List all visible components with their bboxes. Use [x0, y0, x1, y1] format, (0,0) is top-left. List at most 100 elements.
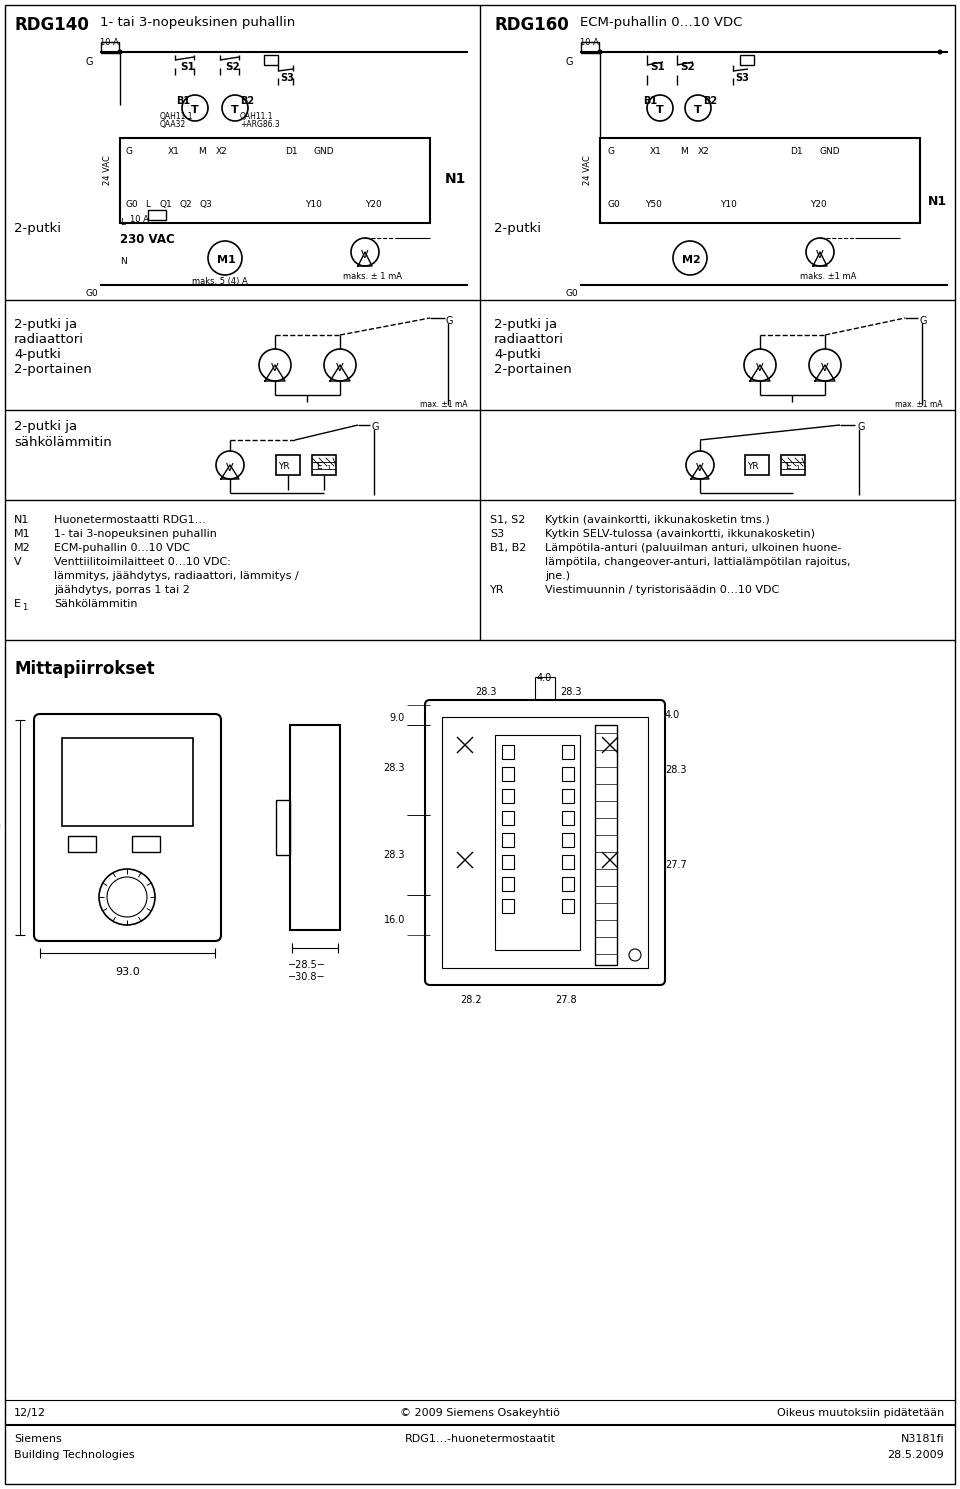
Text: 28.2: 28.2 [460, 995, 482, 1005]
Text: V: V [816, 250, 824, 261]
Text: 2-putki ja: 2-putki ja [14, 319, 77, 331]
Bar [562, 812, 574, 825]
Bar [442, 718, 648, 968]
Circle shape [673, 241, 707, 275]
Bar [562, 789, 574, 803]
Bar [276, 800, 290, 855]
Bar [562, 899, 574, 913]
Bar [290, 725, 340, 931]
Text: ECM-puhallin 0…10 VDC: ECM-puhallin 0…10 VDC [54, 543, 190, 552]
Text: Siemens: Siemens [14, 1434, 61, 1444]
Circle shape [647, 95, 673, 121]
Text: radiaattori: radiaattori [494, 334, 564, 345]
Text: T: T [694, 106, 702, 115]
Bar [502, 877, 514, 890]
Text: X2: X2 [698, 147, 709, 156]
Bar [562, 855, 574, 870]
Circle shape [597, 49, 603, 55]
Bar [132, 835, 160, 852]
Text: Q2: Q2 [180, 200, 193, 208]
Text: S3: S3 [490, 529, 504, 539]
Text: 4.0: 4.0 [537, 673, 552, 683]
Circle shape [744, 348, 776, 381]
Text: 16.0: 16.0 [384, 916, 405, 925]
Text: Lämpötila-anturi (paluuilman anturi, ulkoinen huone-: Lämpötila-anturi (paluuilman anturi, ulk… [545, 543, 841, 552]
Text: 28.3: 28.3 [383, 850, 405, 861]
Text: 28.5.2009: 28.5.2009 [887, 1450, 944, 1461]
Text: ECM-puhallin 0…10 VDC: ECM-puhallin 0…10 VDC [580, 16, 742, 28]
Text: L: L [120, 217, 125, 226]
Text: 24 VAC: 24 VAC [104, 155, 112, 185]
Text: 1: 1 [795, 465, 800, 471]
Text: V: V [696, 463, 704, 474]
Text: E: E [316, 462, 322, 471]
Text: V: V [226, 463, 233, 474]
Text: B2: B2 [703, 95, 717, 106]
Bar [600, 138, 920, 223]
FancyBboxPatch shape [34, 715, 221, 941]
Text: 10 A: 10 A [580, 39, 599, 48]
Text: 2-putki ja: 2-putki ja [494, 319, 557, 331]
Text: 4.0: 4.0 [665, 710, 681, 721]
Circle shape [809, 348, 841, 381]
Text: S2: S2 [225, 63, 240, 71]
Bar [562, 877, 574, 890]
Circle shape [117, 49, 123, 55]
Text: T: T [656, 106, 663, 115]
Text: 28.3: 28.3 [383, 762, 405, 773]
Text: X2: X2 [216, 147, 228, 156]
Text: N1: N1 [14, 515, 30, 526]
Text: Q3: Q3 [200, 200, 213, 208]
Bar [502, 832, 514, 847]
Bar [562, 744, 574, 759]
Bar [312, 456, 336, 475]
Circle shape [938, 49, 943, 55]
Text: Q1: Q1 [160, 200, 173, 208]
Bar [276, 456, 300, 475]
Text: M2: M2 [14, 543, 31, 552]
Text: X1: X1 [650, 147, 661, 156]
Text: Y10: Y10 [305, 200, 322, 208]
Text: Viestimuunnin / tyristorisäädin 0…10 VDC: Viestimuunnin / tyristorisäädin 0…10 VDC [545, 585, 780, 596]
Text: 4-putki: 4-putki [14, 348, 60, 360]
Text: M: M [198, 147, 205, 156]
Text: M2: M2 [682, 255, 701, 265]
Text: YR: YR [490, 585, 505, 596]
Text: 28.3: 28.3 [475, 686, 496, 697]
Circle shape [629, 948, 641, 960]
Text: V: V [756, 363, 763, 374]
Bar [502, 767, 514, 782]
Text: Y50: Y50 [645, 200, 661, 208]
Text: maks. ±1 mA: maks. ±1 mA [800, 272, 856, 281]
Text: Kytkin (avainkortti, ikkunakosketin tms.): Kytkin (avainkortti, ikkunakosketin tms.… [545, 515, 770, 526]
Bar [740, 55, 754, 66]
Text: 4-putki: 4-putki [494, 348, 540, 360]
Circle shape [685, 95, 711, 121]
Text: 128.0: 128.0 [0, 822, 2, 832]
Text: Y20: Y20 [810, 200, 827, 208]
Bar [581, 42, 599, 54]
Bar [502, 855, 514, 870]
Bar [502, 744, 514, 759]
Circle shape [324, 348, 356, 381]
Text: G: G [372, 421, 379, 432]
Text: Y10: Y10 [720, 200, 737, 208]
Text: QAA32: QAA32 [160, 121, 186, 130]
Text: G0: G0 [607, 200, 620, 208]
Bar [502, 812, 514, 825]
Text: Mittapiirrokset: Mittapiirrokset [14, 660, 155, 677]
Circle shape [107, 877, 147, 917]
Text: 2-portainen: 2-portainen [494, 363, 572, 377]
Text: © 2009 Siemens Osakeyhtiö: © 2009 Siemens Osakeyhtiö [400, 1409, 560, 1418]
Text: N1: N1 [445, 173, 467, 186]
Text: 10 A: 10 A [100, 39, 119, 48]
Text: 2-putki: 2-putki [494, 222, 541, 235]
Text: lämpötila, changeover-anturi, lattialämpötilan rajoitus,: lämpötila, changeover-anturi, lattialämp… [545, 557, 851, 567]
Circle shape [216, 451, 244, 479]
Text: G: G [86, 57, 93, 67]
Circle shape [222, 95, 248, 121]
Text: QAH11.1: QAH11.1 [240, 112, 274, 121]
Text: T: T [231, 106, 239, 115]
Bar [562, 767, 574, 782]
Circle shape [351, 238, 379, 267]
